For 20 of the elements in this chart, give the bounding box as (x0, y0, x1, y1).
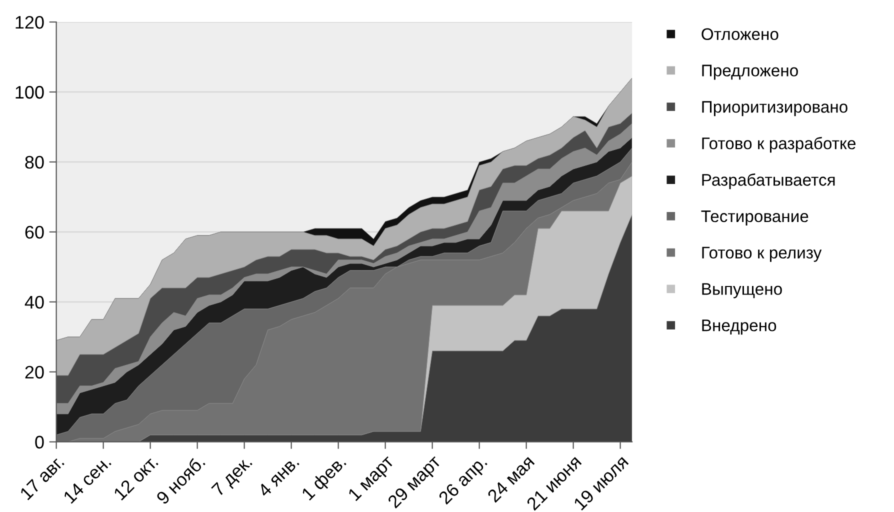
y-tick-label: 20 (25, 366, 44, 379)
legend-label: Тестирование (701, 210, 808, 226)
legend-label: Предложено (702, 64, 798, 80)
legend-label: Выпущено (702, 283, 782, 298)
y-tick-label: 80 (25, 156, 44, 169)
x-tick-label: 1 фев. (300, 454, 350, 504)
x-tick-label: 7 дек. (211, 455, 255, 500)
legend-label: Приоритизировано (702, 101, 848, 116)
y-tick-label: 100 (16, 86, 44, 99)
legend-label: Разрабатывается (702, 173, 835, 190)
y-tick-label: 120 (16, 16, 44, 29)
legend-label: Готово к релизу (702, 246, 822, 262)
y-tick-label: 0 (35, 436, 44, 449)
x-tick-label: 4 янв. (257, 455, 300, 498)
y-tick-label: 40 (24, 296, 44, 309)
x-tick-label: 17 авг. (19, 455, 65, 500)
legend-label: Готово к разработке (702, 136, 856, 153)
y-tick-label: 60 (25, 226, 44, 239)
legend-label: Отложено (702, 28, 778, 40)
legend-label: Внедрено (702, 320, 776, 335)
